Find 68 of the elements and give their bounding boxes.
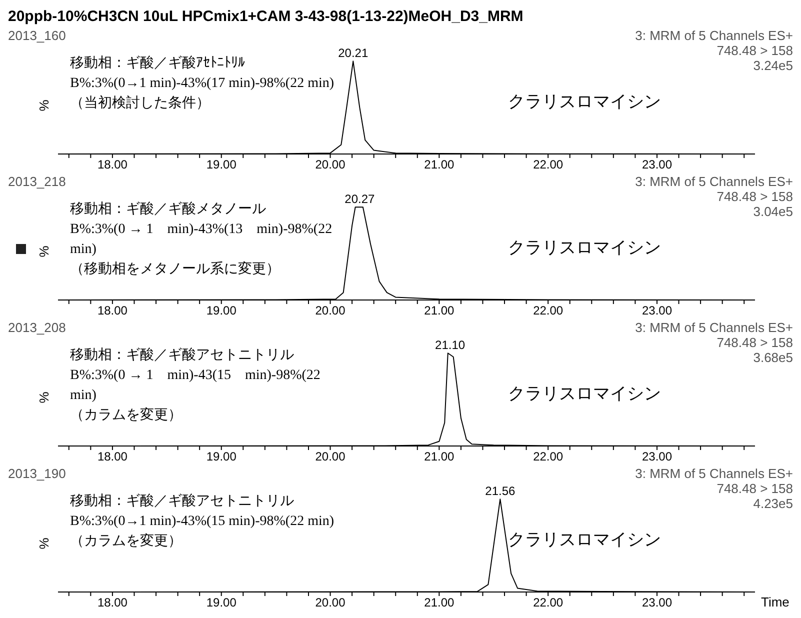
- chart-subtitle: 2013_218: [8, 174, 66, 189]
- annotation: min): [70, 241, 98, 259]
- chart-title: 20ppb-10%CH3CN 10uL HPCmix1+CAM 3-43-98(1-13-22)MeOH_D3_MRM: [8, 8, 524, 27]
- annotation: クラリスロマイシン: [508, 529, 661, 551]
- text: 3: MRM of 5 Channels ES+: [635, 466, 793, 481]
- annotation: 4.23e5: [752, 496, 793, 511]
- x-tick-label: 22.00: [533, 158, 564, 172]
- annotation: B%:3%(0→1 min)-43%(17 min)-98%(22 min): [70, 75, 334, 93]
- annotation: クラリスロマイシン: [508, 237, 661, 259]
- chart-subtitle: 2013_190: [8, 466, 66, 481]
- text: 3: MRM of 5 Channels ES+: [635, 28, 793, 43]
- y-axis-title: %: [36, 392, 52, 404]
- text: 748.48 > 158: [716, 481, 793, 496]
- annotation: （移動相をメタノール系に変更）: [70, 260, 281, 279]
- text: 3: MRM of 5 Channels ES+: [635, 320, 793, 335]
- text: 748.48 > 158: [716, 335, 793, 350]
- annotation: 移動相：ギ酸／ギ酸メタノール: [70, 200, 267, 219]
- x-tick-label: 18.00: [97, 304, 128, 318]
- annotation: 21.56: [485, 484, 516, 498]
- x-tick-label: 23.00: [642, 596, 672, 610]
- x-tick-label: 19.00: [206, 158, 237, 172]
- text: 748.48 > 158: [716, 189, 793, 204]
- x-tick-label: 21.00: [424, 450, 455, 464]
- annotation: 3.68e5: [752, 350, 793, 365]
- annotation: （カラムを変更）: [70, 406, 183, 425]
- x-tick-label: 22.00: [533, 450, 564, 464]
- x-axis-title: Time: [761, 594, 790, 610]
- annotation: （当初検討した条件）: [70, 94, 211, 113]
- x-tick-label: 20.00: [315, 450, 346, 464]
- chart-subtitle: 2013_160: [8, 28, 66, 43]
- x-tick-label: 23.00: [642, 450, 672, 464]
- annotation: クラリスロマイシン: [508, 91, 661, 113]
- annotation: 20.27: [344, 192, 376, 206]
- annotation: 20.21: [338, 46, 368, 60]
- x-tick-label: 19.00: [206, 450, 237, 464]
- x-tick-label: 21.00: [424, 596, 455, 610]
- annotation: min): [70, 387, 98, 405]
- y-axis-title: %: [36, 246, 52, 258]
- x-tick-label: 22.00: [533, 596, 564, 610]
- text: 3: MRM of 5 Channels ES+: [635, 174, 793, 189]
- chart-subtitle: 2013_208: [8, 320, 66, 335]
- annotation: （カラムを変更）: [70, 532, 183, 551]
- x-tick-label: 20.00: [315, 158, 346, 172]
- text: 748.48 > 158: [716, 43, 793, 58]
- annotation: クラリスロマイシン: [508, 383, 661, 405]
- x-tick-label: 23.00: [642, 304, 672, 318]
- x-tick-label: 18.00: [97, 158, 128, 172]
- x-tick-label: 22.00: [533, 304, 564, 318]
- x-tick-label: 21.00: [424, 158, 455, 172]
- annotation: B%:3%(0→1 min)-43%(15 min)-98%(22 min): [70, 513, 334, 531]
- annotation: 21.10: [435, 338, 466, 352]
- annotation: 3.24e5: [752, 58, 793, 73]
- x-tick-label: 20.00: [315, 596, 346, 610]
- annotation: 移動相：ギ酸／ギ酸アセトニトリル: [70, 492, 295, 511]
- annotation: B%:3%(0 → 1 min)-43(15 min)-98%(22: [70, 367, 320, 385]
- x-tick-label: 23.00: [642, 158, 672, 172]
- y-axis-title: %: [36, 538, 52, 550]
- annotation: 3.04e5: [752, 204, 793, 219]
- annotation: 移動相：ギ酸／ギ酸アセトニトリル: [70, 346, 295, 365]
- x-tick-label: 18.00: [97, 596, 128, 610]
- x-tick-label: 19.00: [206, 304, 237, 318]
- y-axis-title: %: [36, 100, 52, 112]
- x-tick-label: 21.00: [424, 304, 455, 318]
- x-tick-label: 20.00: [315, 304, 346, 318]
- x-tick-label: 18.00: [97, 450, 128, 464]
- x-tick-label: 19.00: [206, 596, 237, 610]
- annotation: 移動相：ギ酸／ギ酸ｱｾﾄﾆﾄﾘﾙ: [70, 54, 246, 73]
- annotation: B%:3%(0 → 1 min)-43%(13 min)-98%(22: [70, 221, 332, 239]
